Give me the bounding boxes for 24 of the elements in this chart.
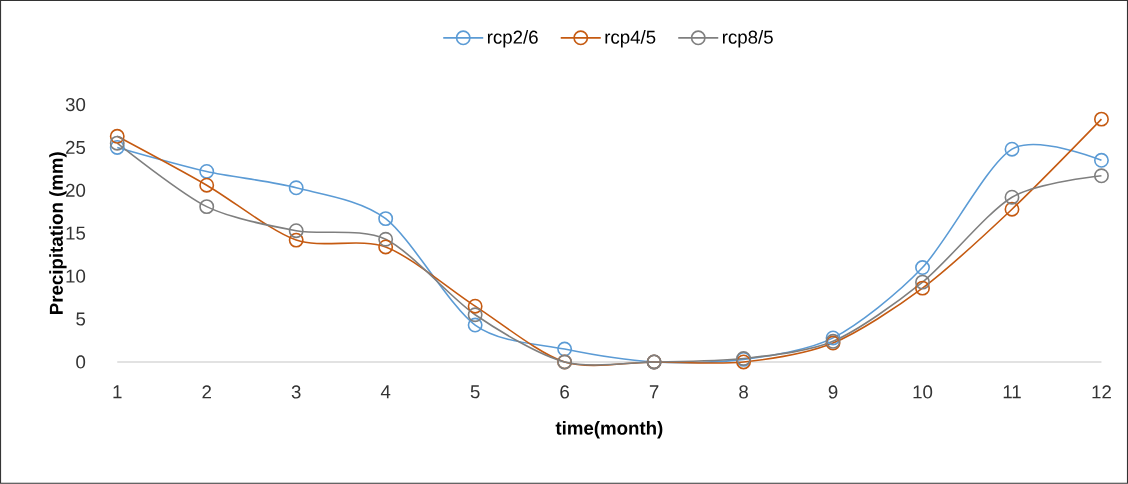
x-tick-label: 8	[739, 385, 748, 399]
y-tick-label: 0	[76, 355, 86, 369]
y-tick-label: 25	[66, 140, 86, 155]
x-tick-label: 7	[649, 385, 659, 399]
x-tick-label: 3	[291, 385, 301, 399]
x-tick-label: 1	[113, 385, 122, 399]
y-tick-label: 15	[66, 226, 86, 240]
y-tick-label: 30	[65, 98, 86, 112]
y-tick-label: 20	[66, 183, 86, 198]
x-tick-label: 12	[1092, 385, 1111, 399]
x-tick-label: 5	[470, 385, 480, 399]
x-tick-label: 9	[828, 385, 838, 399]
y-tick-label: 5	[76, 312, 86, 326]
x-tick-label: 4	[380, 385, 391, 399]
y-axis-title: Precipitation (mm)	[49, 152, 67, 315]
legend-label: rcp8/5	[722, 30, 773, 48]
x-tick-label: 6	[560, 385, 569, 399]
x-tick-label: 2	[202, 385, 211, 399]
x-tick-label: 11	[1003, 385, 1021, 399]
legend-label: rcp2/6	[487, 30, 538, 48]
legend-label: rcp4/5	[605, 30, 656, 48]
x-tick-label: 10	[913, 385, 933, 399]
x-axis-title: time(month)	[555, 421, 663, 439]
y-tick-label: 10	[66, 269, 86, 283]
